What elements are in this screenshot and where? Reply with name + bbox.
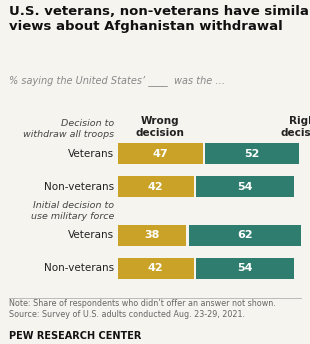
Text: 42: 42 <box>148 264 164 273</box>
Text: 62: 62 <box>237 230 253 240</box>
Text: Right
decision: Right decision <box>280 116 310 138</box>
Text: Veterans: Veterans <box>68 230 114 240</box>
Bar <box>118 225 186 246</box>
Text: 38: 38 <box>144 230 160 240</box>
Bar <box>189 225 301 246</box>
Bar <box>196 176 294 197</box>
Bar <box>118 176 194 197</box>
Text: Non-veterans: Non-veterans <box>44 182 114 192</box>
Text: PEW RESEARCH CENTER: PEW RESEARCH CENTER <box>9 331 142 341</box>
Text: U.S. veterans, non-veterans have similar
views about Afghanistan withdrawal: U.S. veterans, non-veterans have similar… <box>9 5 310 33</box>
Text: Note: Share of respondents who didn’t offer an answer not shown.
Source: Survey : Note: Share of respondents who didn’t of… <box>9 299 276 319</box>
Text: 54: 54 <box>237 182 253 192</box>
Bar <box>196 258 294 279</box>
Bar <box>206 143 299 164</box>
Text: Non-veterans: Non-veterans <box>44 264 114 273</box>
Text: 47: 47 <box>153 149 168 159</box>
Text: 54: 54 <box>237 264 253 273</box>
Text: Wrong
decision: Wrong decision <box>136 116 185 138</box>
Text: 42: 42 <box>148 182 164 192</box>
Text: % saying the United States’ ____  was the …: % saying the United States’ ____ was the… <box>9 75 225 86</box>
Text: Initial decision to
use military force: Initial decision to use military force <box>31 201 114 221</box>
Bar <box>118 143 203 164</box>
Text: Veterans: Veterans <box>68 149 114 159</box>
Bar <box>118 258 194 279</box>
Text: 52: 52 <box>245 149 260 159</box>
Text: Decision to
withdraw all troops: Decision to withdraw all troops <box>23 119 114 139</box>
